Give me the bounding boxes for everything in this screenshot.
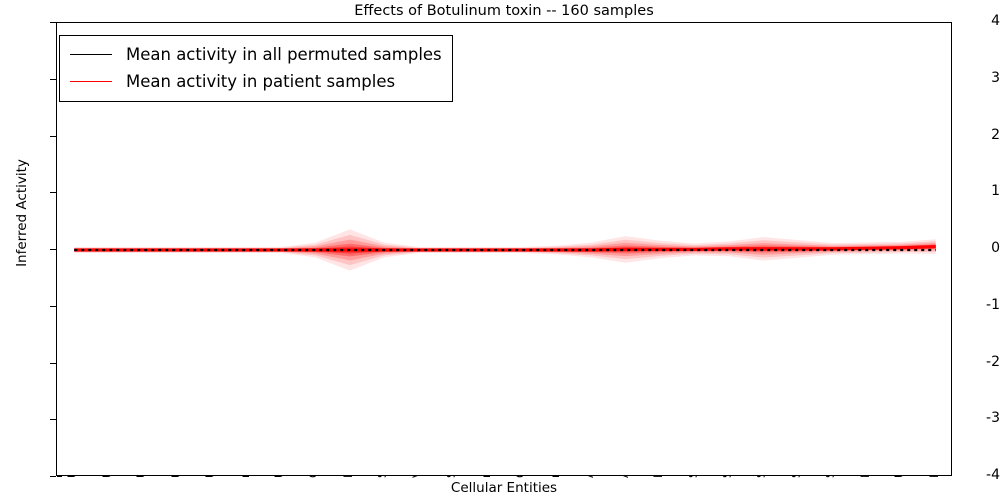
legend-label-patient: Mean activity in patient samples [126, 72, 396, 91]
y-tick-label: 1 [991, 183, 1000, 200]
y-tick-mark [50, 362, 56, 364]
x-axis-label: Cellular Entities [450, 480, 558, 496]
chart-series-svg [74, 229, 936, 271]
patient-mean-line [74, 244, 936, 252]
legend-label-permuted: Mean activity in all permuted samples [126, 45, 442, 64]
chart-legend: Mean activity in all permuted samples Me… [59, 35, 453, 102]
y-tick-label: 0 [991, 240, 1000, 256]
y-tick-label: 3 [991, 69, 1000, 86]
y-tick-label: -1 [986, 296, 1000, 313]
legend-item-permuted: Mean activity in all permuted samples [70, 41, 442, 68]
y-tick-mark-inner [57, 476, 62, 477]
y-tick-mark [50, 249, 56, 250]
y-tick-label: -3 [986, 410, 1000, 427]
plot-area: Mean activity in all permuted samples Me… [56, 22, 952, 476]
y-tick-mark [50, 192, 56, 194]
y-tick-label: -2 [986, 353, 1000, 370]
y-tick-mark [50, 476, 56, 477]
chart-title: Effects of Botulinum toxin -- 160 sample… [354, 3, 654, 19]
y-tick-mark [50, 78, 56, 80]
y-tick-label: 4 [991, 13, 1000, 29]
y-tick-label: -4 [986, 467, 1000, 483]
y-tick-label: 2 [991, 126, 1000, 143]
y-tick-mark [50, 305, 56, 307]
legend-item-patient: Mean activity in patient samples [70, 68, 442, 95]
y-tick-mark [50, 419, 56, 421]
legend-swatch-patient [70, 81, 112, 82]
y-tick-mark [50, 22, 56, 23]
y-tick-mark [50, 135, 56, 137]
legend-swatch-permuted [70, 54, 112, 55]
y-axis-label: Inferred Activity [14, 159, 30, 267]
